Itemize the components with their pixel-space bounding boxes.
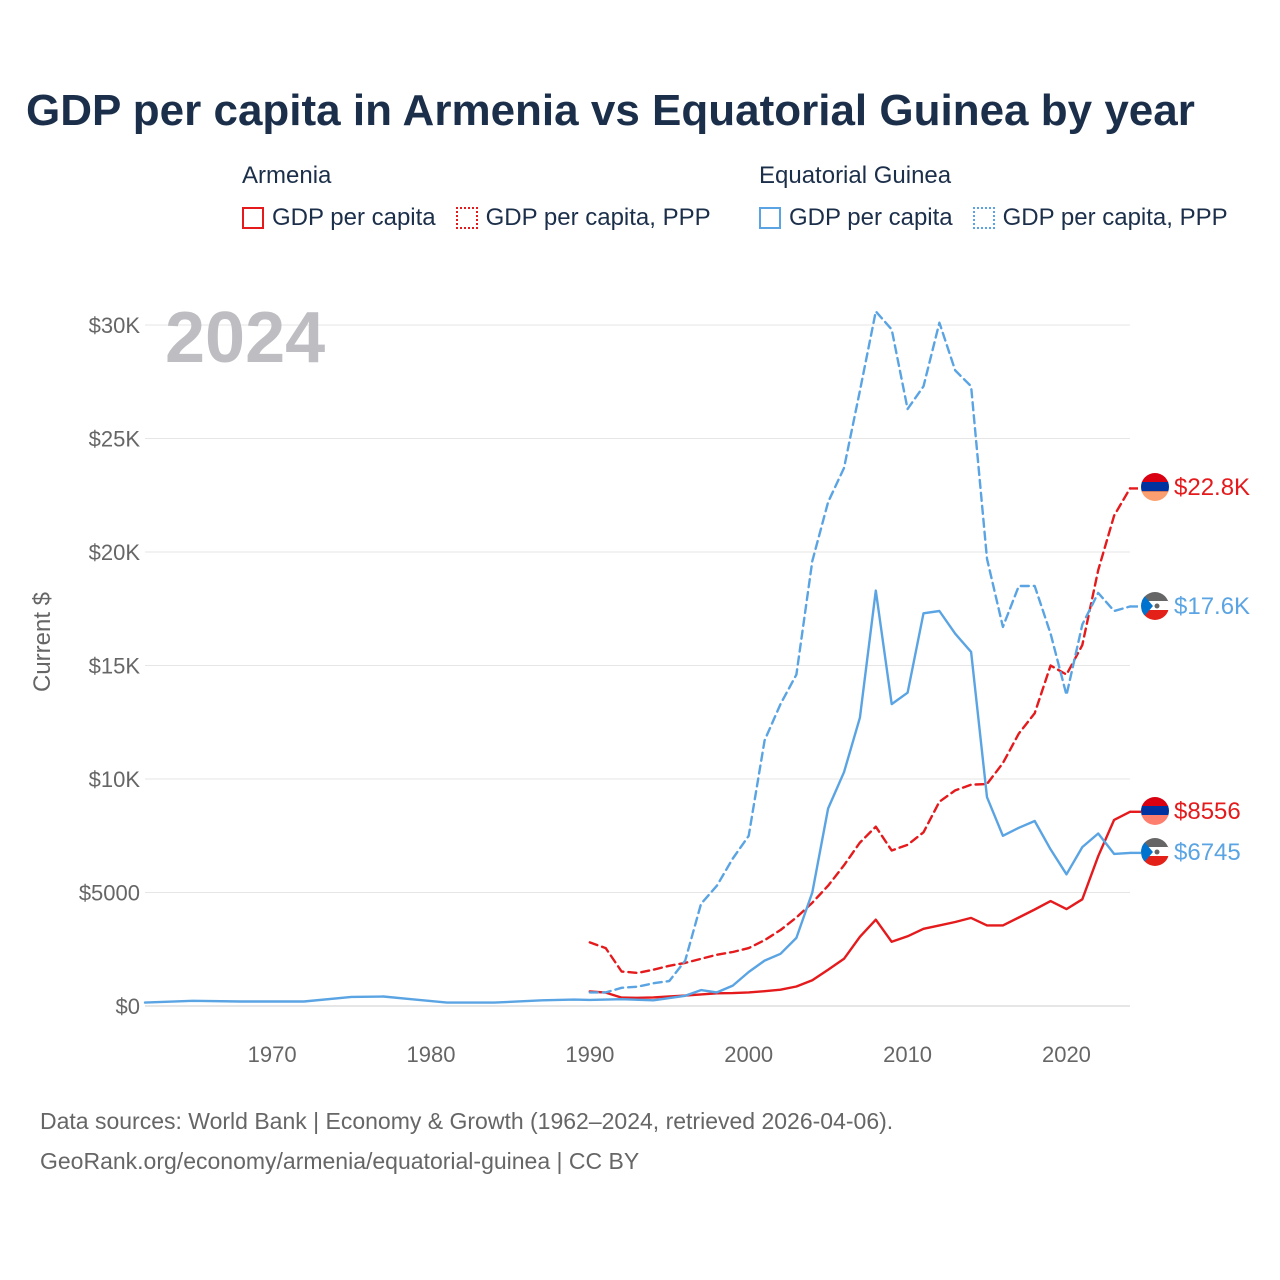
legend-group-title: Equatorial Guinea [759, 162, 952, 189]
y-tick-label: $10K [89, 767, 141, 792]
legend-swatch-solid [242, 207, 264, 229]
legend-label: GDP per capita [789, 204, 953, 231]
legend-item-eqg-gdp[interactable]: GDP per capita [759, 204, 953, 232]
y-axis: $0 $5000 $10K $15K $20K $25K $30K [79, 313, 141, 1019]
x-tick-label: 2020 [1042, 1042, 1091, 1067]
equatorial-guinea-flag-icon [1141, 838, 1169, 866]
y-axis-label: Current $ [29, 592, 56, 692]
x-tick-label: 2010 [883, 1042, 932, 1067]
legend-label: GDP per capita, PPP [485, 204, 711, 231]
x-tick-label: 1970 [248, 1042, 297, 1067]
series-line-eqg-gdp[interactable] [143, 589, 1132, 1004]
armenia-flag-icon [1141, 473, 1169, 501]
x-axis: 1970 1980 1990 2000 2010 2020 [248, 1042, 1091, 1067]
legend-swatch-dotted [455, 207, 478, 229]
chart-title: GDP per capita in Armenia vs Equatorial … [26, 86, 1195, 135]
end-label-eqg-gdp: $6745 [1174, 839, 1241, 866]
x-tick-label: 2000 [724, 1042, 773, 1067]
legend-item-armenia-gdp[interactable]: GDP per capita [242, 204, 436, 232]
y-tick-label: $20K [89, 540, 141, 565]
end-label-eqg-ppp: $17.6K [1174, 593, 1250, 620]
y-tick-label: $25K [89, 427, 141, 452]
legend-group-title: Armenia [242, 162, 332, 189]
y-tick-label: $5000 [79, 881, 140, 906]
series-line-armenia-ppp[interactable] [588, 487, 1132, 975]
series-line-eqg-ppp[interactable] [588, 310, 1132, 994]
legend-swatch-solid [759, 207, 781, 229]
y-tick-label: $0 [116, 994, 140, 1019]
end-label-armenia-ppp: $22.8K [1174, 474, 1250, 501]
legend-group-equatorial-guinea: Equatorial Guinea GDP per capita GDP per… [759, 162, 1248, 232]
source-url[interactable]: GeoRank.org/economy/armenia/equatorial-g… [40, 1148, 640, 1174]
legend-group-armenia: Armenia GDP per capita GDP per capita, P… [242, 162, 731, 232]
legend-item-eqg-ppp[interactable]: GDP per capita, PPP [972, 204, 1228, 232]
gridlines [145, 324, 1130, 1007]
end-label-armenia-gdp: $8556 [1174, 798, 1241, 825]
x-tick-label: 1990 [565, 1042, 614, 1067]
x-tick-label: 1980 [406, 1042, 455, 1067]
series-line-armenia-gdp[interactable] [588, 810, 1132, 999]
source-note: Data sources: World Bank | Economy & Gro… [40, 1108, 894, 1134]
legend-label: GDP per capita, PPP [1002, 204, 1228, 231]
legend-swatch-dotted [972, 207, 995, 229]
y-tick-label: $15K [89, 654, 141, 679]
year-watermark: 2024 [165, 298, 325, 378]
y-tick-label: $30K [89, 313, 141, 338]
series-lines [143, 310, 1141, 1004]
legend-item-armenia-ppp[interactable]: GDP per capita, PPP [455, 204, 711, 232]
equatorial-guinea-flag-icon [1141, 592, 1169, 620]
armenia-flag-icon [1141, 797, 1169, 825]
legend-label: GDP per capita [272, 204, 436, 231]
